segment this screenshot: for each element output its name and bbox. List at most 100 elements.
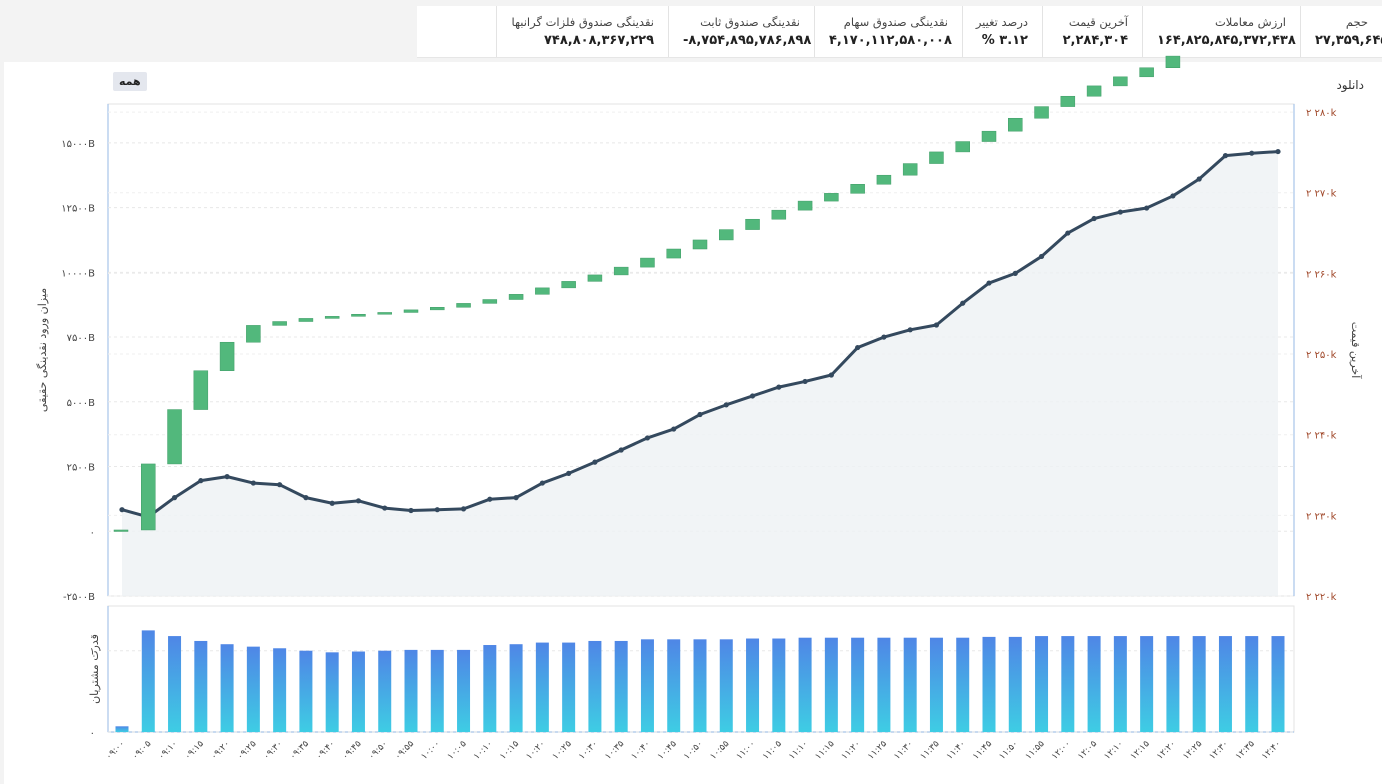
x-tick-label: ۱۱:۱۰: [787, 739, 810, 762]
waterfall-bar: [482, 299, 498, 304]
x-tick-label: ۰۹:۱۰: [157, 739, 180, 762]
price-point: [119, 507, 125, 513]
waterfall-bar: [1139, 67, 1154, 78]
buyer-power-bar: [509, 644, 523, 732]
buyer-power-bar: [640, 639, 654, 732]
x-tick-label: ۱۰:۱۵: [498, 739, 521, 762]
price-point: [855, 344, 861, 351]
buyer-power-bar: [562, 642, 576, 732]
buyer-power-bar: [141, 630, 155, 732]
download-link[interactable]: دانلود: [1336, 78, 1364, 92]
buyer-power-bar: [273, 648, 287, 732]
x-tick-label: ۱۱:۵۵: [1024, 739, 1047, 762]
x-tick-label: ۱۰:۰۰: [420, 739, 443, 762]
x-tick-label: ۱۱:۵۰: [998, 739, 1021, 762]
price-point: [986, 280, 992, 286]
stat-value: ۷۴۸,۸۰۸,۳۶۷,۲۲۹: [543, 33, 654, 48]
waterfall-bar: [1113, 76, 1128, 87]
buyer-power-bar: [929, 637, 943, 732]
x-tick-label: ۱۰:۲۵: [551, 739, 574, 762]
x-tick-label: ۰۹:۵۰: [367, 739, 390, 762]
buyer-power-bar: [719, 639, 733, 732]
price-point: [1012, 270, 1018, 276]
price-point: [749, 393, 756, 399]
left-tick-label: ۱۵۰۰۰B: [61, 139, 95, 150]
stat-label: آخرین قیمت: [1068, 15, 1128, 29]
waterfall-bar: [351, 314, 366, 317]
buyer-power-bar: [1035, 636, 1049, 732]
buyer-power-bar: [1271, 636, 1285, 732]
price-point: [618, 447, 624, 453]
buyer-power-bar: [457, 649, 471, 732]
left-tick-label: ۱۲۵۰۰B: [61, 204, 95, 215]
buyer-power-bar: [903, 637, 917, 732]
sub-tick-label: ۱: [90, 647, 95, 658]
left-tick-label: ۲۵۰۰B: [67, 463, 95, 474]
x-tick-label: ۱۰:۰۵: [446, 739, 469, 762]
stat-value: ۲,۲۸۴,۳۰۴: [1062, 33, 1128, 48]
stat-label: حجم: [1345, 15, 1368, 29]
price-point: [960, 300, 966, 306]
price-point: [198, 478, 204, 484]
buyer-power-bar: [1192, 636, 1206, 732]
price-point: [277, 482, 283, 488]
buyer-power-bar: [851, 637, 865, 732]
left-axis-title: میزان ورود نقدینگی حقیقی: [36, 288, 49, 412]
buyer-power-bar: [1061, 636, 1075, 732]
x-tick-label: ۱۰:۲۰: [525, 739, 548, 762]
x-tick-label: ۱۰:۴۵: [656, 739, 679, 762]
x-tick-label: ۱۱:۰۵: [761, 739, 784, 762]
price-point: [460, 506, 467, 512]
buyer-power-bar: [614, 640, 628, 732]
range-all-button[interactable]: همه: [113, 72, 147, 91]
price-area: [122, 151, 1278, 596]
buyer-power-bar: [404, 649, 418, 732]
buyer-power-bar: [693, 639, 707, 732]
x-tick-label: ۱۲:۴۰: [1260, 739, 1283, 762]
stat-4: نقدینگی صندوق سهام ۴,۱۷۰,۱۱۲,۵۸۰,۰۰۸: [814, 6, 962, 57]
buyer-power-bar: [351, 651, 365, 732]
x-tick-label: ۱۰:۳۵: [603, 739, 626, 762]
x-tick-label: ۱۱:۴۰: [945, 739, 968, 762]
waterfall-bar: [403, 309, 419, 313]
left-tick-label: ۷۵۰۰B: [67, 333, 95, 344]
x-tick-label: ۰۹:۳۵: [288, 739, 311, 762]
x-tick-label: ۱۲:۰۵: [1076, 739, 1099, 762]
buyer-power-bar: [982, 636, 996, 732]
x-tick-label: ۰۹:۵۵: [393, 739, 416, 762]
stat-label: درصد تغییر: [975, 15, 1028, 29]
waterfall-bar: [508, 294, 524, 300]
x-tick-label: ۱۰:۵۵: [709, 739, 732, 762]
x-tick-label: ۱۲:۳۵: [1234, 739, 1257, 762]
right-tick-label: ۲ ۲۳۰k: [1306, 511, 1337, 522]
stats-bar: حجم ۲۷,۳۵۹,۶۴۵,۷۷۹ ارزش معاملات ۱۶۴,۸۲۵,۸۴۵…: [417, 6, 1382, 58]
x-tick-label: ۱۲:۱۰: [1103, 739, 1126, 762]
sub-axis-title: قدرت مشتریان: [88, 634, 101, 704]
waterfall-bar: [219, 341, 235, 371]
right-tick-label: ۲ ۲۶۰k: [1306, 269, 1337, 280]
buyer-power-bar: [772, 638, 786, 732]
x-tick-label: ۱۰:۵۰: [682, 739, 705, 762]
buyer-power-bar: [430, 649, 444, 732]
waterfall-bar: [876, 174, 892, 185]
x-tick-label: ۱۱:۰۰: [735, 739, 758, 762]
stat-3: درصد تغییر % ۳.۱۲: [962, 6, 1042, 57]
buyer-power-bar: [220, 644, 234, 732]
waterfall-bar: [692, 239, 708, 250]
x-tick-label: ۱۲:۳۰: [1208, 739, 1231, 762]
right-axis-title: آخرین قیمت: [1349, 322, 1363, 380]
x-tick-label: ۱۱:۲۵: [866, 739, 889, 762]
buyer-power-bar: [325, 652, 339, 732]
waterfall-bar: [456, 303, 471, 308]
waterfall-bar: [613, 266, 629, 276]
waterfall-bar: [824, 193, 839, 202]
x-tick-label: ۱۲:۰۰: [1050, 739, 1073, 762]
price-point: [329, 500, 335, 506]
buyer-power-bar: [667, 639, 681, 732]
price-point: [592, 459, 598, 465]
price-point: [671, 426, 677, 432]
price-point: [1144, 205, 1150, 211]
x-tick-label: ۱۲:۲۵: [1181, 739, 1204, 762]
price-point: [303, 495, 309, 501]
